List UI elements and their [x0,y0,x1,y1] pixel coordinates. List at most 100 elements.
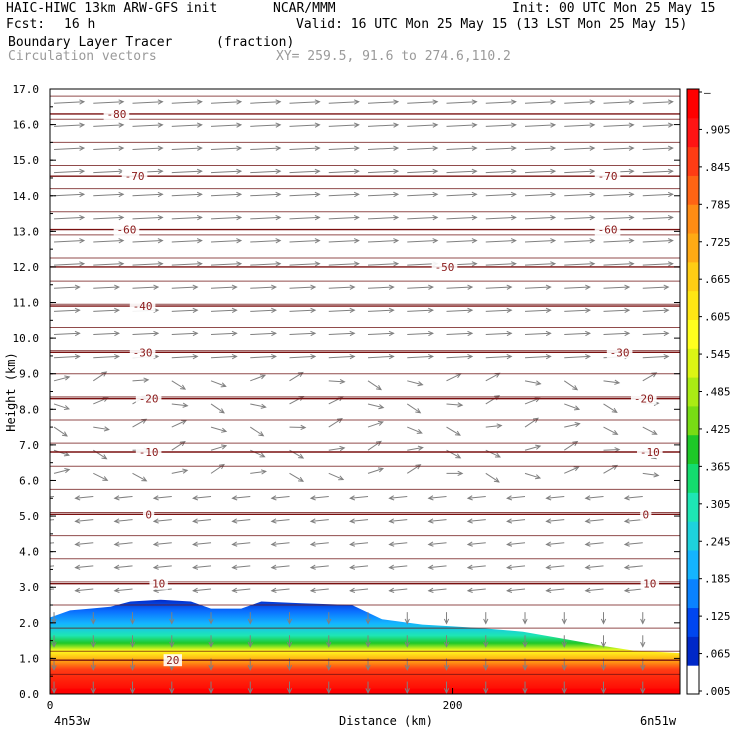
circulation-vector [642,238,674,244]
circulation-vector [132,472,148,482]
colorbar-label: .005 [704,685,731,698]
circulation-vector [169,635,175,648]
circulation-vector [485,191,517,198]
y-tick-label: 6.0 [19,474,39,487]
circulation-vector [564,284,591,290]
circulation-vector [524,307,552,313]
circulation-vector [74,541,94,547]
circulation-vector [249,426,265,437]
circulation-vector [623,564,643,570]
circulation-vector [545,495,565,501]
contour-label: -60 [598,224,618,237]
contour-label: -40 [133,300,153,313]
circulation-vector [367,403,385,410]
circulation-vector [250,145,282,151]
colorbar-swatch [687,463,699,493]
colorbar-swatch [687,521,699,551]
circulation-vector [367,307,395,313]
circulation-vector [210,214,243,221]
circulation-vector [286,612,293,625]
circulation-vector [53,449,70,457]
circulation-vector [427,518,447,524]
circulation-vector [603,145,635,151]
colorbar-swatch [687,607,699,637]
valid-time: Valid: 16 UTC Mon 25 May 15 (13 LST Mon … [296,17,688,32]
y-tick-label: 9.0 [19,368,39,381]
circulation-vector [388,564,408,570]
circulation-vector [309,518,329,524]
circulation-vector [289,307,317,313]
circulation-vector [485,423,503,429]
circulation-vector [289,261,321,267]
colorbar-swatch [687,319,699,349]
circulation-vector [171,468,189,474]
y-tick-label: 2.0 [19,617,39,630]
circulation-vector [210,284,238,290]
circulation-vector [564,403,581,411]
circulation-vector [289,238,321,244]
circulation-vector [485,238,517,244]
circulation-vector [152,518,172,524]
colorbar-swatch [687,492,699,522]
circulation-vector [365,635,371,648]
circulation-vector [427,564,447,570]
circulation-vector [466,587,486,593]
colorbar-swatch [687,405,699,436]
circulation-vector [524,214,557,221]
circulation-vector [485,145,517,151]
circulation-vector [74,495,94,501]
circulation-vector [113,495,133,501]
circulation-vector [564,168,596,174]
circulation-vector [50,542,55,544]
circulation-vector [600,635,607,648]
circulation-vector [584,564,604,570]
circulation-vector [250,354,277,360]
circulation-vector [642,261,674,267]
circulation-vector [250,330,277,337]
circulation-vector [524,354,552,360]
circulation-vector [250,403,267,409]
circulation-vector [407,426,423,434]
tracer-surface-band [50,688,680,694]
circulation-vector [132,377,150,383]
circulation-vector [171,191,203,198]
colorbar-swatch [687,290,699,320]
circulation-vector [485,214,517,221]
y-tick-label: 5.0 [19,510,39,523]
circulation-vector [210,444,228,451]
circulation-vector [289,99,321,105]
circulation-vector [524,145,557,151]
circulation-vector [349,564,369,570]
circulation-vector [524,238,557,244]
circulation-vector [485,99,517,105]
circulation-vector [93,191,125,198]
colorbar-label: .065 [704,648,731,661]
circulation-vector [113,541,133,547]
circulation-vector [367,145,400,151]
circulation-vector [367,214,400,221]
circulation-vector [53,468,71,474]
circulation-vector [93,426,110,432]
circulation-vector [367,354,395,360]
colorbar-swatch [687,175,699,205]
circulation-vector [367,420,384,428]
circulation-vector [132,214,164,221]
circulation-vector [132,418,148,428]
circulation-vector [603,447,621,453]
circulation-vector [561,681,567,694]
circulation-vector [446,307,474,313]
circulation-vector [289,424,307,431]
circulation-vector [132,99,164,105]
circulation-vector [483,612,489,625]
circulation-vector [309,564,329,570]
circulation-vector [132,238,164,244]
y-tick-label: 11.0 [13,297,40,310]
circulation-vector [524,122,557,128]
circulation-vector [446,238,478,244]
circulation-vector [171,402,189,408]
circulation-vector [93,284,120,290]
circulation-vector [309,541,329,547]
circulation-vector [642,354,670,360]
circulation-vector [93,354,120,360]
circulation-vector [50,495,55,498]
